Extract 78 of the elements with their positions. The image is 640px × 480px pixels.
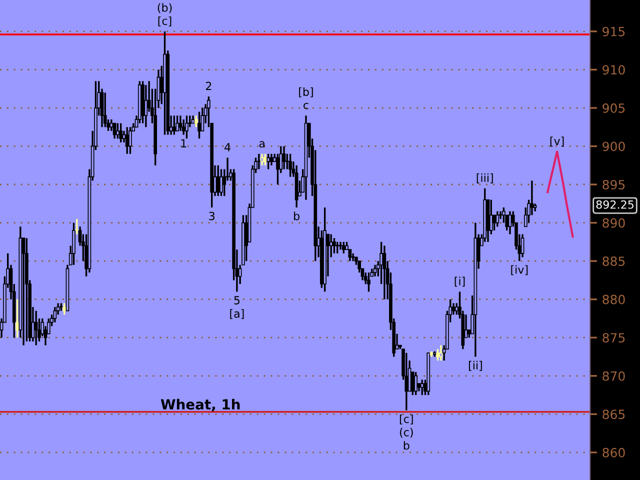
candlestick (351, 252, 355, 262)
candlestick (420, 378, 424, 396)
y-tick-label: 860 (602, 448, 625, 458)
y-tick-label: 900 (602, 142, 625, 152)
candlestick (270, 153, 274, 166)
candlestick (367, 272, 370, 293)
text: [b] c (299, 87, 313, 110)
candlestick (282, 145, 286, 170)
candlestick (34, 310, 38, 346)
line-series (546, 150, 574, 238)
text: 2 (206, 82, 212, 90)
text: [c] (c) b (400, 414, 413, 450)
candlestick (119, 122, 122, 144)
candlestick (176, 114, 179, 132)
candlestick (520, 233, 524, 258)
candlestick (496, 210, 500, 228)
candlestick (144, 84, 148, 128)
y-tick-label: 885 (602, 256, 625, 266)
text: 4 (224, 143, 230, 152)
y-tick-label: 905 (602, 103, 625, 113)
y-tick-label: 880 (602, 294, 625, 304)
y-tick-label: 895 (602, 180, 625, 190)
candlestick (502, 206, 506, 224)
candlestick (178, 114, 182, 132)
text: b (294, 212, 300, 220)
candlestick (257, 153, 261, 170)
candlestick (194, 114, 198, 128)
candlestick (220, 168, 223, 197)
candlestick (72, 222, 76, 266)
candlestick (492, 214, 496, 232)
candlestick (338, 241, 342, 250)
candlestick (332, 237, 336, 254)
candlestick (116, 122, 120, 140)
text: a (259, 141, 264, 148)
candlestick (439, 344, 443, 362)
text: [iv] (511, 265, 528, 276)
candlestick (266, 153, 270, 170)
candlestick (182, 118, 186, 136)
candlestick (288, 153, 292, 178)
y-tick-label: 870 (602, 371, 625, 381)
candlestick (358, 260, 362, 274)
candlestick (336, 241, 340, 254)
candlestick (62, 302, 66, 316)
y-tick-label: 910 (602, 65, 625, 75)
y-tick-label: 865 (602, 410, 625, 420)
candlestick (373, 264, 377, 278)
candlestick (185, 114, 188, 140)
candlestick (172, 114, 176, 136)
text: 5 [a] (230, 296, 244, 320)
y-tick-label: 890 (602, 218, 625, 228)
candlestick (103, 92, 107, 128)
text: [iii] (476, 173, 493, 184)
y-tick-label: 915 (602, 26, 625, 36)
text: [i] (454, 276, 465, 287)
text: [ii] (468, 360, 482, 371)
candlestick (348, 248, 352, 262)
text: (b) [c] (158, 3, 172, 26)
candlestick (110, 118, 114, 132)
text: 3 (209, 212, 214, 220)
candlestick (414, 371, 418, 396)
candlestick (198, 110, 201, 140)
candlestick (216, 164, 220, 197)
data-label: [v] (550, 136, 564, 147)
candlestick (382, 244, 386, 300)
y-tick-label: 875 (602, 333, 625, 343)
candlestick (404, 352, 408, 412)
candlestick (436, 348, 440, 362)
candlestick (260, 153, 264, 166)
text: Wheat, 1h (160, 398, 240, 412)
candlestick (508, 210, 512, 236)
text: 1 (181, 139, 186, 148)
text: 892.25 (596, 200, 634, 209)
candlestick (53, 306, 57, 324)
candlestick (411, 371, 414, 396)
candlestick (16, 298, 19, 338)
candlestick (342, 241, 346, 254)
candlestick (128, 126, 132, 155)
candlestick (264, 153, 267, 166)
